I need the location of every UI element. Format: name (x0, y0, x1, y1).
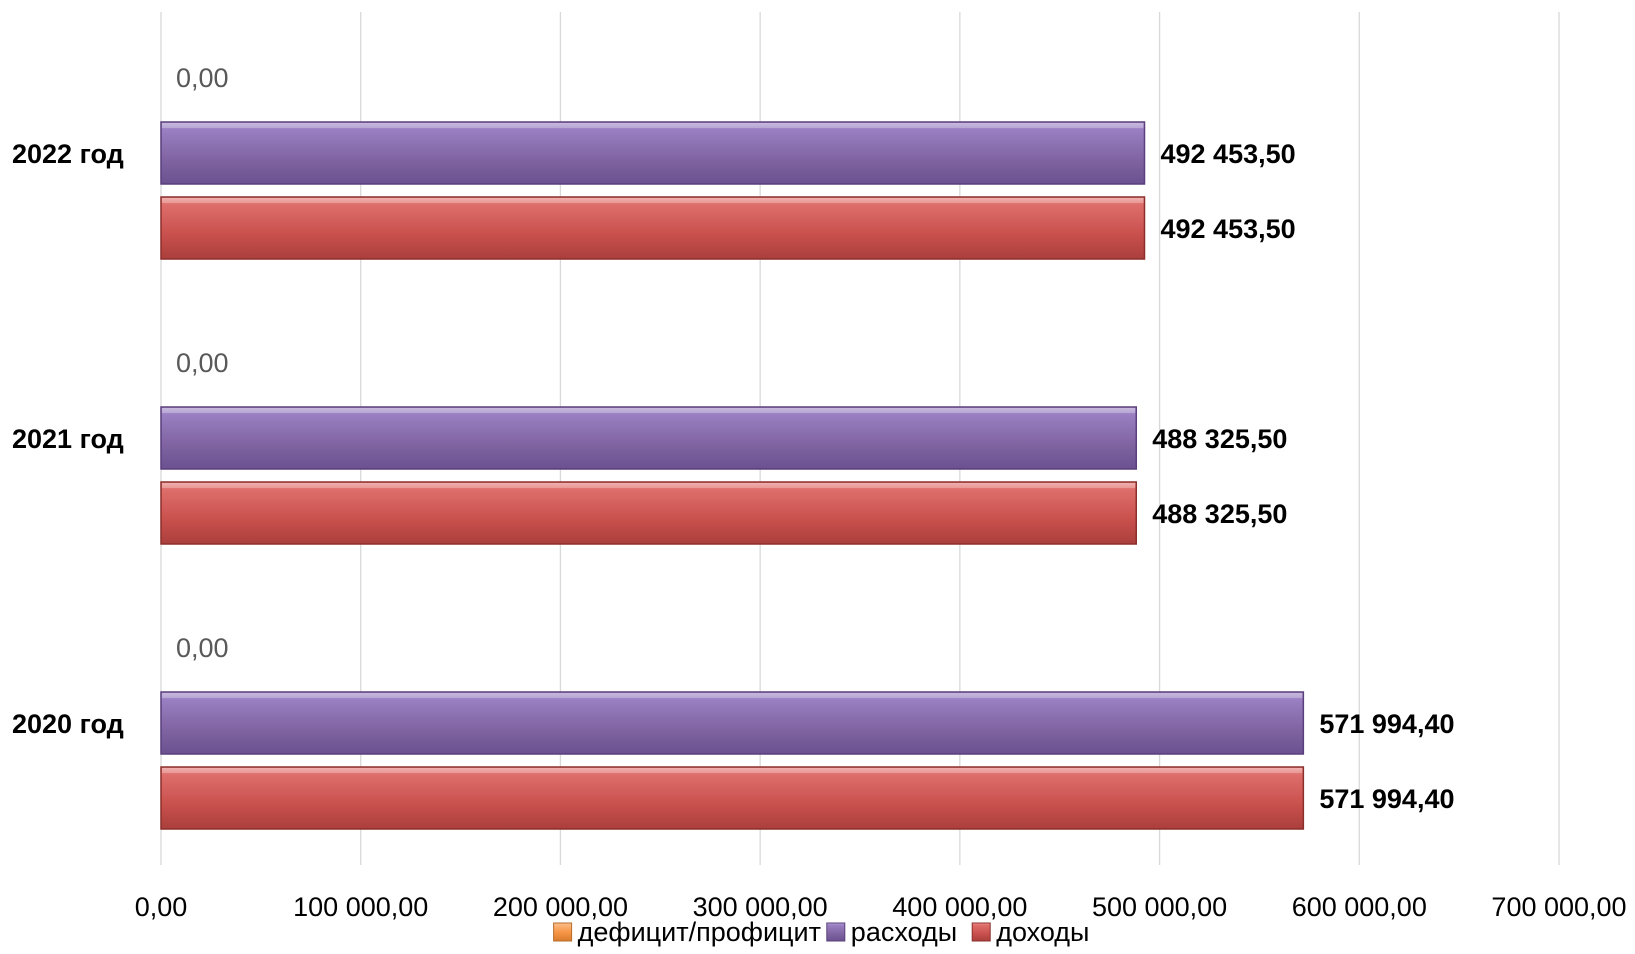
legend-swatch (553, 922, 573, 942)
legend-label: доходы (996, 917, 1089, 947)
legend-item[interactable]: доходы (971, 917, 1089, 947)
legend-swatch (971, 922, 991, 942)
legend-label: расходы (851, 917, 957, 947)
data-label: 488 325,50 (1152, 424, 1287, 454)
bars (160, 121, 1305, 830)
category-label: 2020 год (12, 709, 124, 739)
data-labels: 0,00 571 994,40 571 994,40 0,00 488 325,50 48… (176, 63, 1454, 814)
legend-item[interactable]: расходы (826, 917, 957, 947)
x-tick-label: 700 000,00 (1491, 892, 1626, 922)
x-tick-label: 100 000,00 (293, 892, 428, 922)
bar-highlight (162, 483, 1136, 488)
bar (160, 406, 1138, 470)
category-label: 2021 год (12, 424, 124, 454)
data-label: 0,00 (176, 63, 229, 93)
bar-highlight (162, 408, 1136, 413)
data-label: 0,00 (176, 633, 229, 663)
bar-highlight (162, 123, 1144, 128)
legend[interactable]: дефицит/профицит расходы доходы (553, 917, 1090, 947)
category-label: 2022 год (12, 139, 124, 169)
bar-highlight (162, 693, 1303, 698)
data-label: 0,00 (176, 348, 229, 378)
bar (160, 691, 1305, 755)
x-tick-label: 500 000,00 (1092, 892, 1227, 922)
bar (160, 766, 1305, 830)
data-label: 571 994,40 (1319, 709, 1454, 739)
bar (160, 121, 1146, 185)
x-tick-label: 0,00 (135, 892, 188, 922)
data-label: 492 453,50 (1161, 214, 1296, 244)
x-tick-label: 200 000,00 (493, 892, 628, 922)
legend-item[interactable]: дефицит/профицит (553, 917, 821, 947)
bar-highlight (162, 768, 1303, 773)
x-axis: 0,00 100 000,00 200 000,00 300 000,00 400 00… (135, 892, 1627, 922)
x-tick-label: 300 000,00 (693, 892, 828, 922)
data-label: 571 994,40 (1319, 784, 1454, 814)
data-label: 488 325,50 (1152, 499, 1287, 529)
legend-swatch (826, 922, 846, 942)
data-label: 492 453,50 (1161, 139, 1296, 169)
legend-label: дефицит/профицит (578, 917, 821, 947)
x-tick-label: 600 000,00 (1292, 892, 1427, 922)
x-tick-label: 400 000,00 (892, 892, 1027, 922)
bar (160, 196, 1146, 260)
bar (160, 481, 1138, 545)
y-axis-categories: 2020 год 2021 год 2022 год (12, 139, 124, 739)
bar-highlight (162, 198, 1144, 203)
